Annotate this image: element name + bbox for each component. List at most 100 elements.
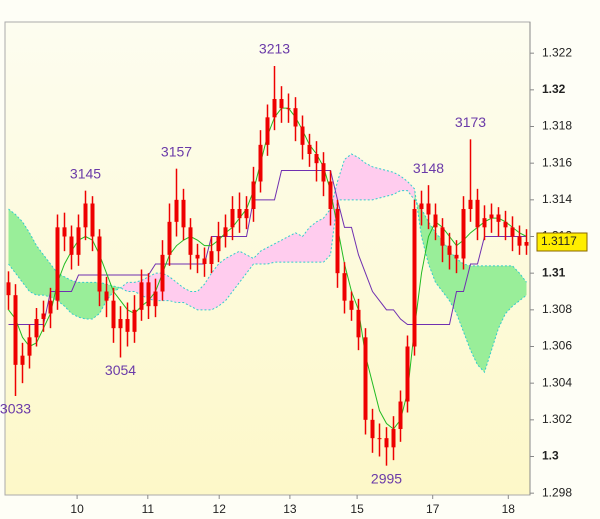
cloud-segment xyxy=(211,264,219,310)
cloud-segment xyxy=(288,232,296,263)
x-tick-label: 13 xyxy=(283,502,297,516)
cloud-segment xyxy=(330,181,338,255)
candle-body xyxy=(314,154,319,164)
cloud-segment xyxy=(407,181,415,200)
y-tick-label: 1.314 xyxy=(542,192,572,206)
cloud-segment xyxy=(365,163,373,200)
cloud-segment xyxy=(316,218,324,263)
cloud-segment xyxy=(85,282,93,319)
cloud-segment xyxy=(379,168,387,198)
cloud-edge xyxy=(8,190,527,311)
annotation: 3145 xyxy=(70,165,101,181)
cloud-segment xyxy=(498,265,506,329)
candle-body xyxy=(468,199,473,209)
cloud-segment xyxy=(491,265,499,351)
candle-body xyxy=(307,144,312,154)
cloud-segment xyxy=(120,282,128,292)
candle-body xyxy=(76,227,81,255)
cloud-segment xyxy=(190,291,198,310)
candle-body xyxy=(412,209,417,347)
cloud-segment xyxy=(351,154,359,200)
cloud-segment xyxy=(218,258,226,307)
cloud-segment xyxy=(183,287,191,307)
cloud-segment xyxy=(64,276,72,314)
candle-body xyxy=(384,438,389,448)
cloud-segment xyxy=(267,243,275,264)
annotation: 3033 xyxy=(0,401,31,417)
cloud-segment xyxy=(71,280,79,318)
cloud-segment xyxy=(239,251,247,283)
candle-body xyxy=(300,126,305,145)
cloud-segment xyxy=(302,227,310,263)
cloud-segment xyxy=(8,209,16,274)
candle-body xyxy=(440,227,445,246)
cloud-segment xyxy=(78,282,86,319)
candle-body xyxy=(20,355,25,365)
cloud-segment xyxy=(36,245,44,296)
cloud-segment xyxy=(505,265,513,314)
cloud-segment xyxy=(253,251,261,264)
candle-body xyxy=(496,214,501,222)
candle-body xyxy=(517,236,522,246)
candle-body xyxy=(342,273,347,301)
x-tick-label: 18 xyxy=(502,502,516,516)
y-tick-label: 1.298 xyxy=(542,485,572,499)
cloud-segment xyxy=(246,254,254,274)
cloud-segment xyxy=(358,157,366,200)
candle-body xyxy=(209,251,214,264)
cloud-segment xyxy=(113,286,121,292)
cloud-segment xyxy=(372,166,380,200)
candle-body xyxy=(461,209,466,259)
cloud-segment xyxy=(519,273,527,301)
y-tick-label: 1.308 xyxy=(542,302,572,316)
candle-body xyxy=(510,227,515,237)
candle-body xyxy=(433,214,438,228)
candle-body xyxy=(251,181,256,209)
last-price-box xyxy=(536,232,588,252)
cloud-segment xyxy=(484,265,492,373)
x-tick-label: 12 xyxy=(213,502,227,516)
candle-body xyxy=(258,144,263,182)
cloud-segment xyxy=(477,265,485,373)
indicator-line xyxy=(8,170,527,325)
x-tick-label: 15 xyxy=(350,502,364,516)
candle-body xyxy=(370,419,375,439)
cloud-edge xyxy=(8,153,527,374)
plot: 1.2981.31.3021.3041.3061.3081.311.3121.3… xyxy=(0,22,588,516)
candle-body xyxy=(125,319,130,332)
candle-body xyxy=(391,429,396,448)
candle-body xyxy=(489,214,494,219)
candle-body xyxy=(230,209,235,228)
y-tick-label: 1.318 xyxy=(542,119,572,133)
candle-body xyxy=(181,199,186,228)
cloud-segment xyxy=(15,214,23,283)
cloud-segment xyxy=(22,221,30,292)
candle-body xyxy=(27,337,32,356)
candle-body xyxy=(174,199,179,222)
cloud-segment xyxy=(400,176,408,191)
cloud-segment xyxy=(169,276,177,303)
candle-body xyxy=(223,227,228,237)
cloud-segment xyxy=(344,154,352,200)
candle-body xyxy=(237,209,242,219)
x-tick-label: 10 xyxy=(70,502,84,516)
candle-body xyxy=(244,209,249,219)
candle-body xyxy=(167,221,172,255)
cloud-segment xyxy=(470,265,478,365)
candle-body xyxy=(279,99,284,109)
y-tick-label: 1.304 xyxy=(542,375,572,389)
cloud-segment xyxy=(274,240,282,263)
candle-body xyxy=(454,254,459,259)
candle-body xyxy=(118,319,123,329)
candle-body xyxy=(132,309,137,332)
candle-body xyxy=(111,300,116,329)
candle-body xyxy=(321,163,326,182)
candle-body xyxy=(62,227,67,237)
cloud-segment xyxy=(204,273,212,310)
candle-body xyxy=(160,254,165,292)
candle-body xyxy=(328,181,333,209)
annotation: 2995 xyxy=(371,470,402,486)
candle-body xyxy=(482,218,487,228)
candle-body xyxy=(6,282,11,296)
